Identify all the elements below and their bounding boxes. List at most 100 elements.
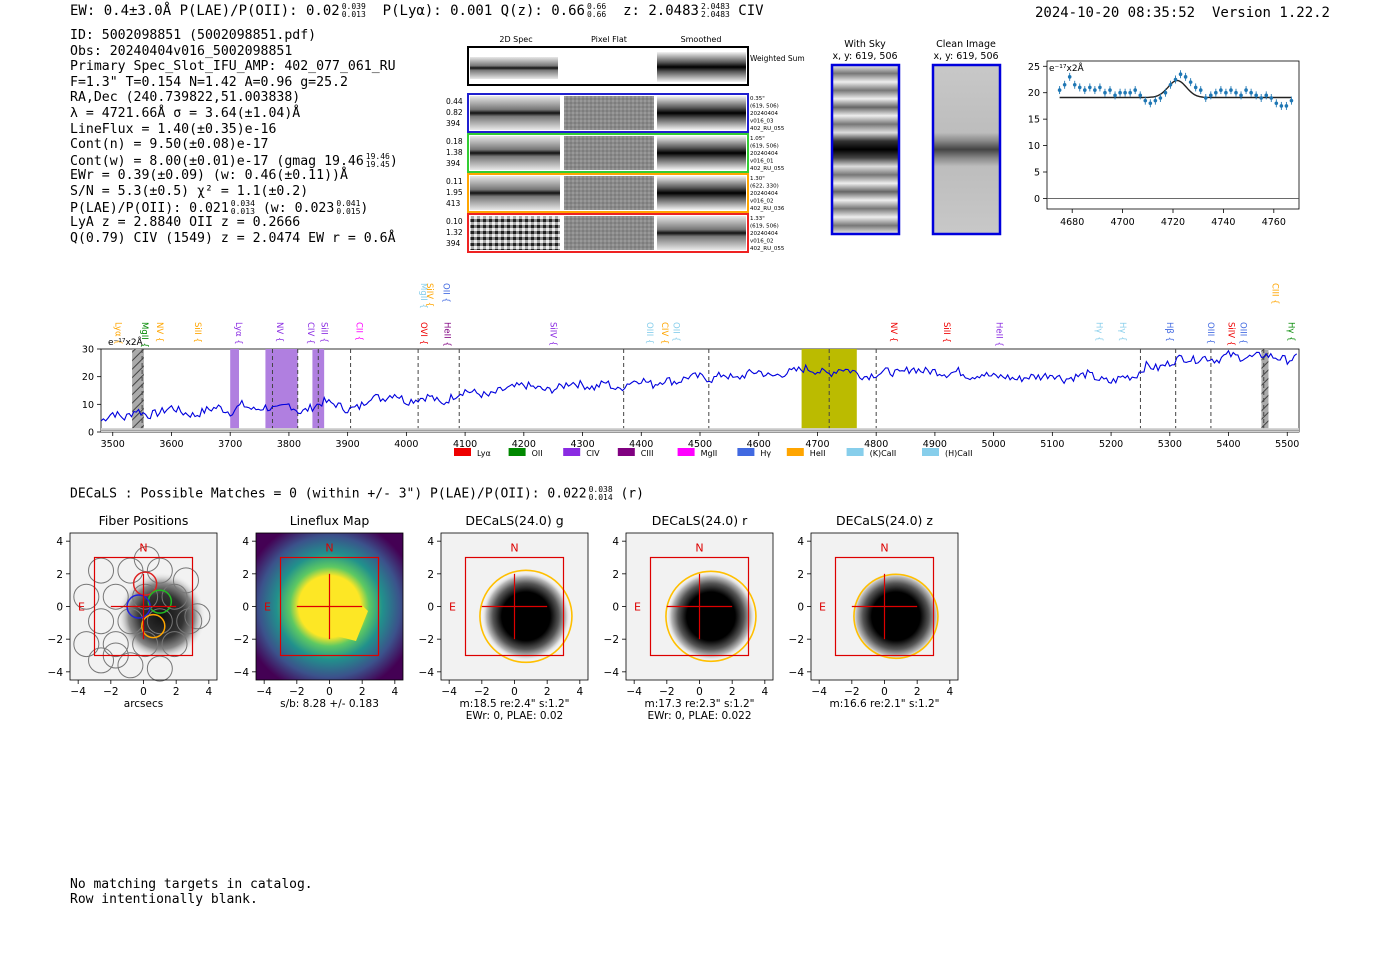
aperture-ellipse — [665, 570, 757, 663]
zoom-data-point — [1173, 77, 1178, 82]
imaging-xtick-label: 4 — [946, 686, 953, 698]
imaging-ytick-label: 2 — [56, 569, 63, 581]
zoom-xtick-label: 4740 — [1211, 217, 1235, 228]
header-plya: P(Lyα): 0.001 Q(z): 0.66 — [382, 3, 585, 19]
fiber-highlight — [141, 613, 166, 639]
imaging-ytick-label: −4 — [789, 667, 805, 679]
imaging-ytick-label: −2 — [419, 634, 434, 646]
cutout-pixel-flat — [564, 136, 654, 170]
line-fit-chart: e⁻¹⁷x2Å 4680 4700 4720 4740 4760 0 5 10 15 20 25 — [1028, 60, 1300, 228]
imaging-xlabel: arcsecs — [124, 698, 163, 710]
imaging-panel-title: Lineflux Map — [290, 513, 370, 528]
info-radec: RA,Dec (240.739822,51.003838) — [70, 90, 301, 106]
imaging-xtick-label: −4 — [441, 686, 457, 698]
spectrum-line-label: HeII { — [442, 322, 452, 347]
search-box — [464, 556, 565, 657]
cutout-left-value: 0.10 — [446, 217, 463, 226]
imaging-xlabel-2: EWr: 0, PLAE: 0.02 — [466, 710, 563, 722]
north-label: N — [139, 542, 147, 555]
cutout-left-value: 394 — [446, 159, 461, 168]
spectrum-ytick-label: 0 — [88, 428, 94, 439]
imaging-panel-title: DECaLS(24.0) r — [652, 513, 748, 528]
info-lambda: λ = 4721.66Å σ = 3.64(±1.04)Å — [70, 105, 301, 121]
cutout-right-value: v016_02 — [750, 199, 774, 205]
zoom-data-point — [1188, 80, 1193, 84]
fiber-circle — [161, 631, 188, 658]
zoom-ytick-label: 15 — [1028, 115, 1040, 126]
zoom-data-point — [1123, 90, 1127, 95]
cutout-right-value: (619, 506) — [750, 144, 779, 150]
line-fit-unit: e⁻¹⁷x2Å — [1049, 62, 1085, 74]
spectrum-xtick-label: 3700 — [218, 439, 242, 450]
cutout-right-value: (619, 506) — [750, 104, 779, 110]
north-label: N — [880, 542, 888, 555]
note-line-1: No matching targets in catalog. — [70, 877, 313, 892]
cutout-right-value: 402_RU_036 — [750, 206, 785, 212]
cutout-right-value: 0.35" — [750, 96, 765, 102]
legend-swatch — [454, 448, 471, 456]
imaging-xtick-label: 0 — [696, 686, 703, 698]
zoom-data-point — [1098, 85, 1102, 90]
fiber-circle — [73, 631, 100, 658]
zoom-data-point — [1249, 90, 1253, 95]
spectrum-xtick-label: 5200 — [1099, 439, 1123, 450]
zoom-data-point — [1219, 88, 1223, 92]
with-sky-image — [830, 63, 901, 236]
imaging-ytick-label: 0 — [427, 602, 434, 614]
spectra-cutouts: 2D Spec Pixel Flat Smoothed Weighted Sum… — [446, 35, 805, 253]
imaging-xtick-label: −4 — [70, 686, 86, 698]
cutout-right-value: 1.05" — [750, 136, 765, 142]
spectrum-xtick-label: 4100 — [453, 439, 477, 450]
legend-label: (H)CaII — [945, 449, 972, 458]
spectrum-xtick-label: 4700 — [805, 439, 829, 450]
detection-info: ID: 5002098851 (5002098851.pdf) Obs: 202… — [70, 28, 398, 246]
legend-swatch — [786, 448, 804, 456]
east-label: E — [819, 601, 826, 614]
east-label: E — [449, 601, 456, 614]
spectrum-line-label: OIII { — [1205, 322, 1215, 344]
cutout-right-value: 1.33" — [750, 216, 765, 222]
legend-swatch — [508, 448, 526, 456]
spectrum-unit: e⁻¹⁷x2Å — [108, 336, 144, 348]
spectrum-line-label: Hγ { — [1093, 322, 1103, 342]
zoom-data-point — [1229, 88, 1233, 92]
spectrum-masked-band — [1261, 349, 1269, 432]
cutout-left-value: 0.18 — [446, 137, 463, 146]
imaging-ytick-label: 2 — [797, 569, 804, 581]
header-z-range: 2.0483 2.0483 — [700, 2, 730, 19]
spectrum-xtick-label: 4300 — [570, 439, 594, 450]
spectrum-xtick-label: 5400 — [1216, 439, 1240, 450]
imaging-xtick-label: 0 — [140, 686, 147, 698]
fiber-circle — [146, 608, 173, 635]
fiber-highlight — [132, 571, 158, 596]
zoom-data-point — [1067, 75, 1072, 79]
cutout-right-value: v016_03 — [750, 119, 774, 125]
imaging-ytick-label: 0 — [797, 602, 804, 614]
spectrum-line-label: SiII { — [192, 322, 202, 343]
cutout-left-value: 1.95 — [446, 188, 463, 197]
legend-swatch — [737, 448, 755, 456]
imaging-xtick-label: 4 — [205, 686, 212, 698]
source-blob — [666, 572, 755, 661]
zoom-data-point — [1057, 88, 1062, 92]
imaging-xtick-label: −2 — [103, 686, 118, 698]
spectrum-xtick-label: 4800 — [864, 439, 888, 450]
legend-label: MgII — [701, 449, 718, 458]
imaging-ytick-label: 2 — [612, 569, 619, 581]
cutout-2d — [470, 96, 560, 130]
spectrum-xtick-label: 4500 — [688, 439, 712, 450]
spectrum-line-band — [230, 349, 240, 432]
zoom-data-point — [1138, 93, 1143, 98]
zoom-data-point — [1198, 88, 1203, 92]
legend-label: OII — [532, 449, 543, 458]
clean-image — [931, 63, 1002, 236]
search-box — [834, 556, 935, 657]
imaging-ytick-label: −4 — [48, 667, 64, 679]
sky-panels: With Sky x, y: 619, 506 Clean Image x, y… — [830, 39, 1002, 236]
cutout-smoothed — [657, 136, 746, 170]
info-civ: Q(0.79) CIV (1549) z = 2.0474 EW r = 0.6… — [70, 230, 396, 246]
spectrum-line-band — [265, 349, 298, 432]
spectrum-line-label: OIII { — [1237, 322, 1247, 344]
cutout-pixel-flat — [564, 176, 654, 210]
zoom-data-point — [1118, 90, 1122, 95]
